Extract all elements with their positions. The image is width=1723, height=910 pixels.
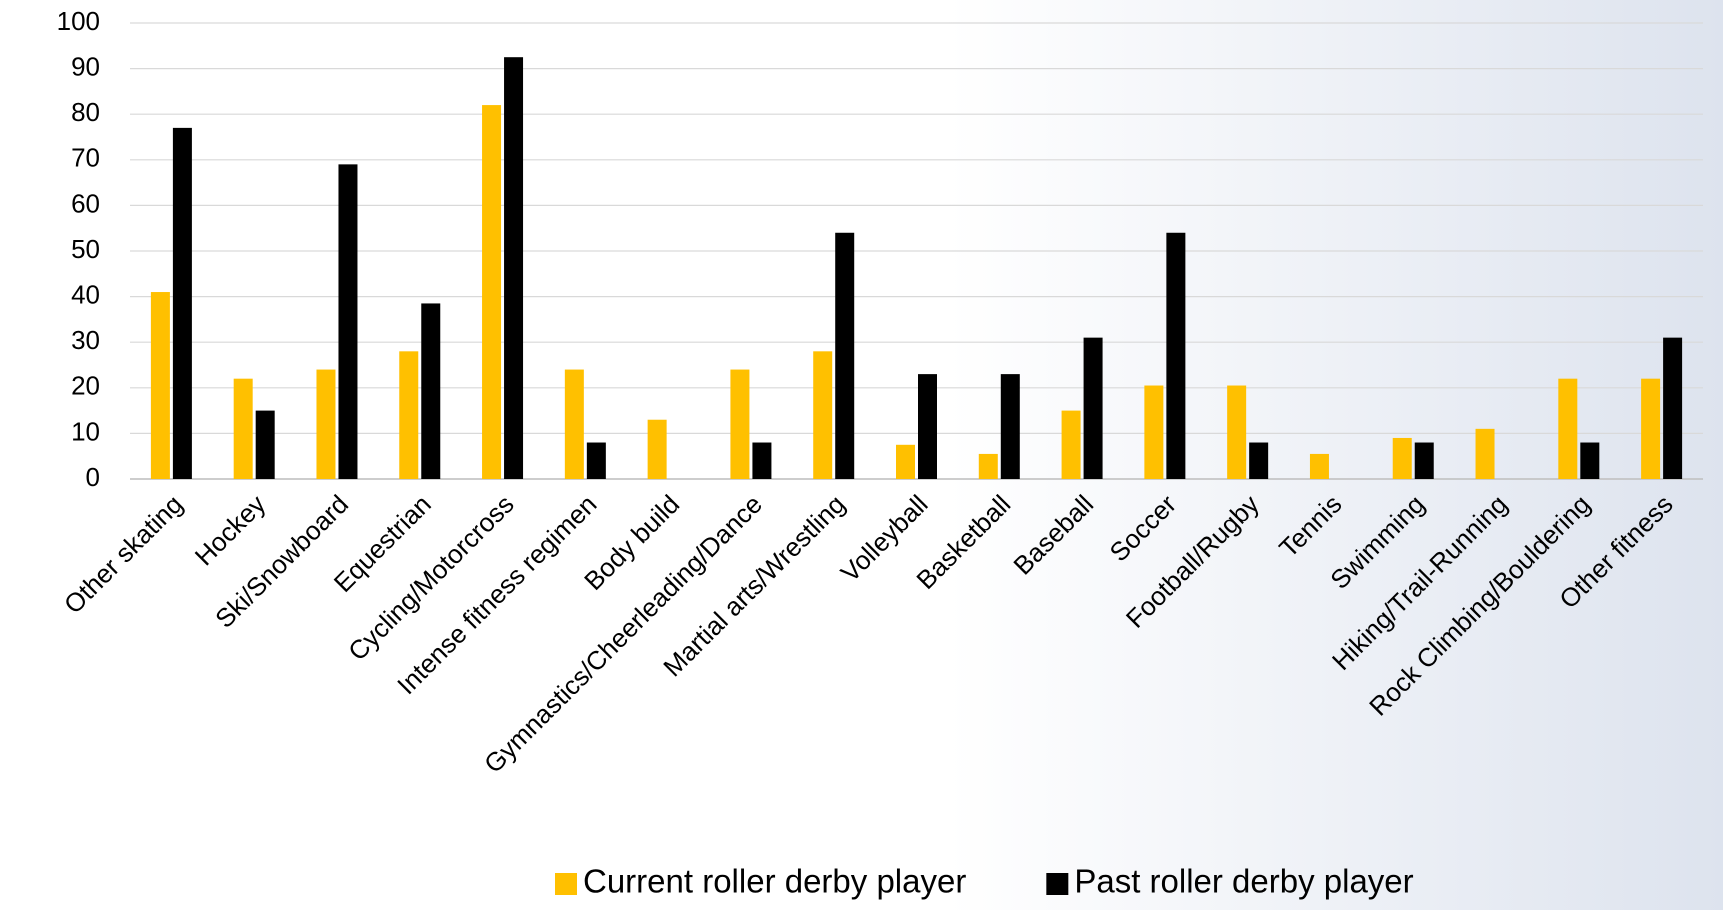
y-tick-label: 30: [71, 325, 100, 355]
bar: [1166, 232, 1186, 479]
legend-swatch: [555, 873, 577, 895]
legend-label: Past roller derby player: [1074, 863, 1413, 900]
bar: [1641, 378, 1661, 479]
bar: [1663, 337, 1683, 479]
bar: [504, 57, 524, 479]
bar: [978, 453, 998, 479]
y-tick-label: 90: [71, 51, 100, 81]
bar: [564, 369, 584, 479]
bar: [421, 303, 441, 479]
legend-swatch: [1046, 873, 1069, 895]
bar: [1000, 374, 1020, 479]
y-tick-label: 60: [71, 188, 100, 218]
bar: [338, 164, 358, 480]
y-tick-label: 100: [57, 6, 100, 36]
bar: [1061, 410, 1081, 479]
bar: [255, 410, 275, 479]
bar: [316, 369, 336, 479]
bar: [1144, 385, 1164, 479]
bar: [1580, 442, 1600, 479]
bar: [399, 351, 419, 479]
bar: [647, 419, 667, 479]
y-tick-label: 80: [71, 97, 100, 127]
bar: [1309, 453, 1329, 479]
bar: [1083, 337, 1103, 479]
bar: [172, 127, 192, 479]
y-tick-label: 0: [86, 462, 100, 492]
bar: [835, 232, 855, 479]
bar: [896, 444, 915, 479]
y-tick-label: 20: [71, 371, 100, 401]
bar: [1475, 428, 1495, 479]
bar: [1249, 442, 1269, 479]
legend-label: Current roller derby player: [583, 863, 966, 900]
bar: [586, 442, 606, 479]
y-tick-label: 40: [71, 279, 100, 309]
bar: [813, 351, 833, 479]
bar: [1414, 442, 1434, 479]
bar: [752, 442, 772, 479]
bar: [1227, 385, 1247, 479]
y-tick-label: 10: [71, 416, 100, 446]
y-tick-label: 50: [71, 234, 100, 264]
bar: [918, 374, 937, 479]
bar: [482, 105, 502, 479]
bar: [1558, 378, 1578, 479]
bar: [730, 369, 750, 479]
bar: [150, 292, 170, 479]
y-tick-label: 70: [71, 143, 100, 173]
bar: [1392, 437, 1412, 479]
bar: [233, 378, 253, 479]
